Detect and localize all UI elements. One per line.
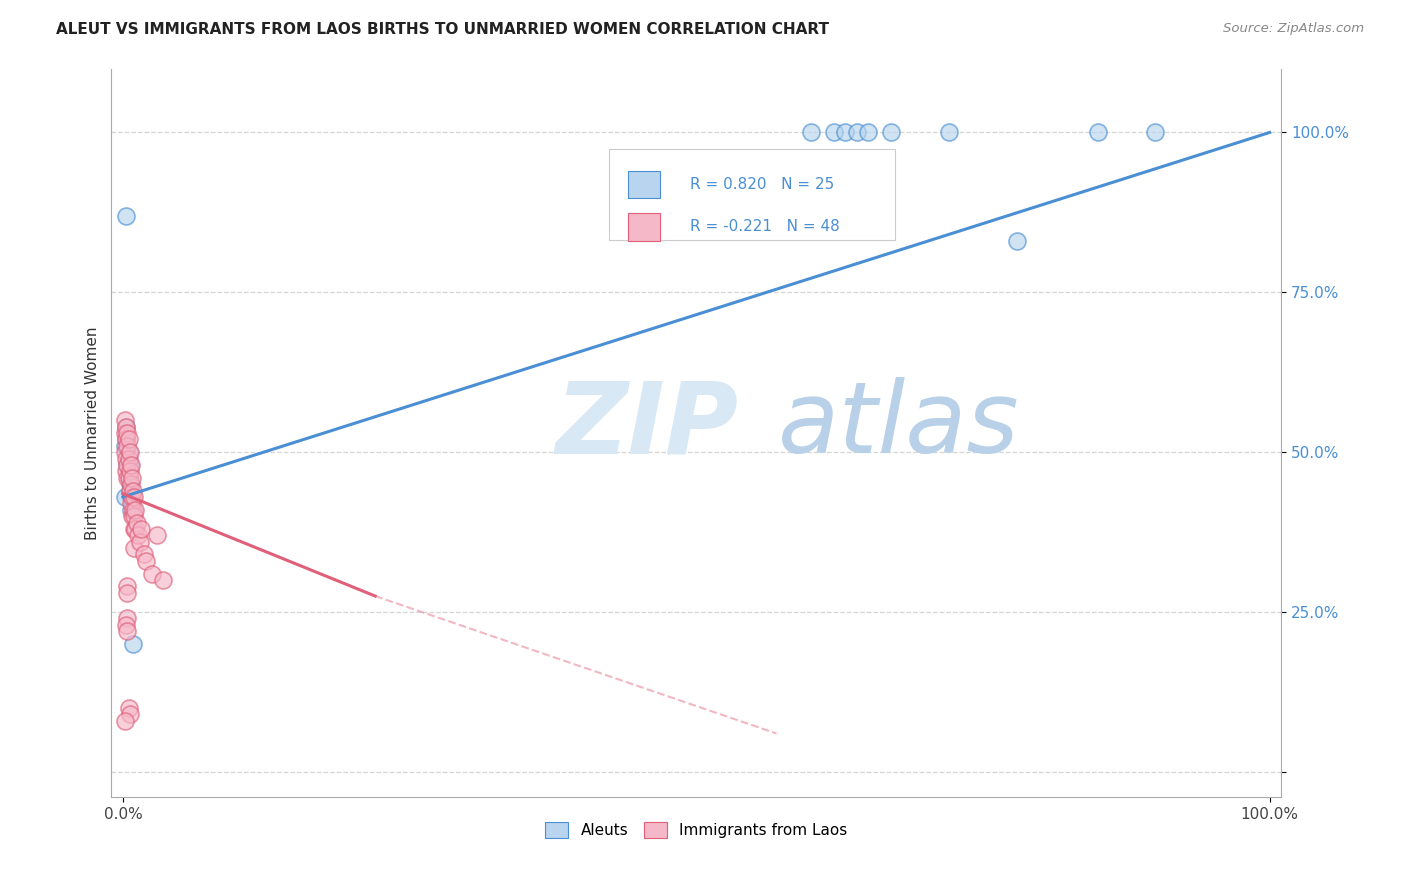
Point <box>118 458 141 472</box>
Point <box>117 471 139 485</box>
Point <box>115 419 138 434</box>
Point <box>938 125 960 139</box>
Point <box>122 483 145 498</box>
Text: R = 0.820   N = 25: R = 0.820 N = 25 <box>690 177 835 192</box>
Point <box>115 433 138 447</box>
FancyBboxPatch shape <box>609 149 896 240</box>
Point <box>845 125 868 139</box>
Y-axis label: Births to Unmarried Women: Births to Unmarried Women <box>86 326 100 540</box>
Point <box>122 502 145 516</box>
Point <box>115 419 138 434</box>
Point <box>121 471 143 485</box>
Point <box>115 464 138 478</box>
Point <box>118 707 141 722</box>
Point <box>114 714 136 728</box>
Point <box>146 528 169 542</box>
Point <box>114 439 136 453</box>
Point <box>117 701 139 715</box>
Point <box>127 528 149 542</box>
Point <box>124 522 146 536</box>
Point <box>121 490 143 504</box>
Point <box>124 541 146 555</box>
Point <box>117 471 139 485</box>
Point <box>117 451 139 466</box>
Point <box>117 586 139 600</box>
Point <box>152 573 174 587</box>
Point <box>118 445 141 459</box>
Point <box>115 209 138 223</box>
Point <box>117 579 139 593</box>
Point <box>124 502 146 516</box>
Point <box>117 611 139 625</box>
Point <box>125 516 148 530</box>
Point <box>120 502 142 516</box>
Point <box>117 433 139 447</box>
Point <box>115 451 138 466</box>
Text: Source: ZipAtlas.com: Source: ZipAtlas.com <box>1223 22 1364 36</box>
Point <box>117 445 139 459</box>
Point <box>800 125 823 139</box>
Text: R = -0.221   N = 48: R = -0.221 N = 48 <box>690 219 841 235</box>
Point <box>120 477 142 491</box>
Point <box>115 617 138 632</box>
Point <box>121 496 143 510</box>
Point <box>118 483 141 498</box>
Point <box>880 125 903 139</box>
Point <box>1007 234 1029 248</box>
Point <box>114 445 136 459</box>
Legend: Aleuts, Immigrants from Laos: Aleuts, Immigrants from Laos <box>540 816 853 845</box>
Point <box>114 425 136 440</box>
Point <box>124 509 146 524</box>
Point <box>135 554 157 568</box>
Point <box>117 458 139 472</box>
Point <box>118 483 141 498</box>
Point <box>117 471 139 485</box>
Point <box>118 477 141 491</box>
Point <box>117 439 139 453</box>
Point <box>117 458 139 472</box>
Bar <box>628 170 659 198</box>
Point <box>1143 125 1166 139</box>
Point <box>122 637 145 651</box>
Point <box>858 125 880 139</box>
Point <box>120 490 142 504</box>
Point <box>1087 125 1109 139</box>
Point <box>823 125 845 139</box>
Point <box>115 433 138 447</box>
Point <box>114 490 136 504</box>
Point <box>120 458 142 472</box>
Text: ZIP: ZIP <box>555 377 740 475</box>
Text: atlas: atlas <box>778 377 1019 475</box>
Point <box>834 125 856 139</box>
Point <box>129 534 152 549</box>
Point <box>132 548 155 562</box>
Bar <box>628 213 659 241</box>
Point <box>118 464 141 478</box>
Point <box>124 522 146 536</box>
Point <box>121 509 143 524</box>
Point <box>129 522 152 536</box>
Text: ALEUT VS IMMIGRANTS FROM LAOS BIRTHS TO UNMARRIED WOMEN CORRELATION CHART: ALEUT VS IMMIGRANTS FROM LAOS BIRTHS TO … <box>56 22 830 37</box>
Point <box>141 566 163 581</box>
Point <box>117 425 139 440</box>
Point <box>117 624 139 639</box>
Point <box>124 490 146 504</box>
Point <box>114 413 136 427</box>
Point <box>120 496 142 510</box>
